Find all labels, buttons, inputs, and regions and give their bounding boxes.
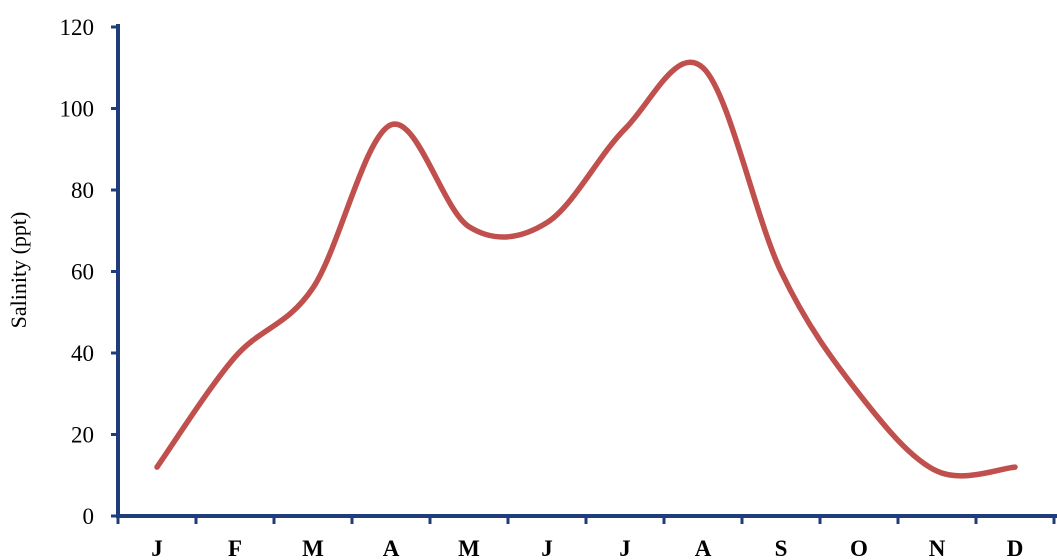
y-axis-ticks: 0 20 40 60 80 100 120 [60, 15, 119, 529]
y-tick-label: 20 [71, 423, 94, 448]
y-tick-label: 40 [71, 341, 94, 366]
series-layer [157, 62, 1015, 476]
x-tick-label: A [383, 536, 400, 560]
x-tick-label: J [151, 536, 163, 560]
y-tick-label: 60 [71, 260, 94, 285]
x-tick-label: S [775, 536, 788, 560]
x-tick-label: J [541, 536, 553, 560]
x-tick-label: N [929, 536, 946, 560]
x-tick-label: M [458, 536, 480, 560]
x-tick-label: J [619, 536, 631, 560]
y-tick-label: 100 [60, 97, 95, 122]
y-tick-label: 120 [60, 15, 95, 40]
x-tick-label: O [850, 536, 868, 560]
x-tick-label: M [302, 536, 324, 560]
y-tick-label: 80 [71, 178, 94, 203]
salinity-series-line [157, 62, 1015, 476]
x-tick-label: F [228, 536, 242, 560]
y-tick-label: 0 [83, 504, 95, 529]
y-axis-title: Salinity (ppt) [6, 212, 31, 329]
x-tick-label: A [695, 536, 712, 560]
x-tick-label: D [1007, 536, 1024, 560]
